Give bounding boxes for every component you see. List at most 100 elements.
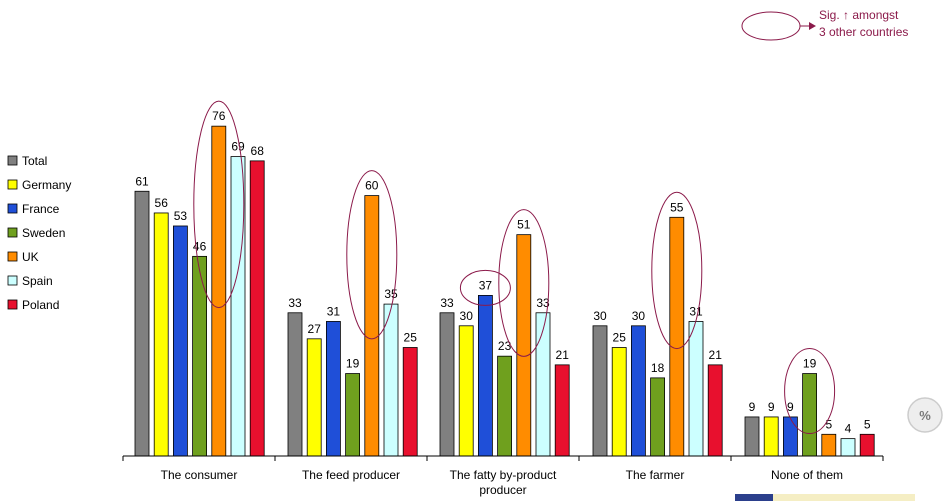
logo-mark [735,494,773,501]
bar-the-consumer-france [172,225,188,457]
data-label-the-farmer-france: 30 [632,309,646,323]
data-label-the-feed-producer-france: 31 [327,304,341,318]
bar-the-consumer-uk [211,125,227,457]
data-label-the-fatty-by-product-producer-sweden: 23 [498,339,512,353]
data-label-the-farmer-germany: 25 [613,331,627,345]
data-label-the-feed-producer-total: 33 [288,296,302,310]
bar-the-feed-producer-uk [364,195,380,457]
bar-none-of-them-germany [763,416,779,457]
data-label-the-farmer-sweden: 18 [651,361,665,375]
bar-none-of-them-france [783,416,798,457]
category-label-none-of-them: None of them [771,468,843,482]
sig-ellipse-the-consumer-uk [193,100,245,309]
bar-none-of-them-spain [840,438,856,457]
key-arrow-head [809,22,816,30]
data-label-the-feed-producer-poland: 25 [404,331,418,345]
legend-swatch-germany [7,179,18,190]
data-label-none-of-them-france: 9 [787,400,794,414]
bar-the-feed-producer-germany [306,338,322,457]
logo-strip [735,494,915,501]
percent-badge-circle [907,397,943,433]
bar-the-farmer-spain [688,321,704,457]
key-line-2: 3 other countries [819,25,908,39]
data-label-the-consumer-france: 53 [174,209,188,223]
bar-the-fatty-by-product-producer-spain [535,312,551,457]
key-line-1: Sig. ↑ amongst [819,8,899,22]
bars-layer [134,125,875,457]
legend-swatch-poland [7,299,18,310]
bar-the-consumer-total [134,190,150,457]
data-label-the-fatty-by-product-producer-uk: 51 [517,218,531,232]
bar-the-fatty-by-product-producer-sweden [497,355,513,457]
bar-none-of-them-sweden [802,373,817,457]
sig-ellipse-the-fatty-by-product-producer-uk [498,209,550,357]
sig-ellipse-the-feed-producer-uk [346,170,398,340]
data-label-none-of-them-sweden: 19 [803,357,817,371]
bar-the-fatty-by-product-producer-uk [516,234,532,457]
category-label-the-farmer: The farmer [626,468,685,482]
legend-swatch-uk [7,251,18,262]
bar-the-feed-producer-sweden [345,373,361,457]
bar-none-of-them-total [744,416,760,457]
highlight-ellipses-layer [193,100,836,435]
data-label-the-farmer-total: 30 [593,309,607,323]
bar-none-of-them-poland [859,433,875,457]
bar-the-consumer-sweden [192,255,208,457]
percent-badge-label: % [919,408,931,423]
bar-the-farmer-uk [669,216,685,457]
legend-swatch-total [7,155,18,166]
percent-badge: % [907,397,943,433]
legend-label-germany: Germany [22,178,71,192]
legend-swatch-spain [7,275,18,286]
data-label-the-fatty-by-product-producer-total: 33 [440,296,454,310]
legend-swatch-france [7,203,18,214]
bar-the-fatty-by-product-producer-poland [554,364,570,457]
category-label-the-fatty-by-product-producer: The fatty by-product [450,468,557,482]
legend-label-spain: Spain [22,274,53,288]
category-label-the-consumer: The consumer [161,468,238,482]
data-label-the-farmer-spain: 31 [689,304,703,318]
bar-the-farmer-germany [611,347,627,457]
key-ellipse [741,11,801,41]
data-label-none-of-them-spain: 4 [845,422,852,436]
data-label-the-feed-producer-germany: 27 [308,322,322,336]
sig-ellipse-none-of-them-sweden [784,348,836,435]
legend: Total Germany France Sweden UK Spain Poland [7,154,71,312]
data-label-the-fatty-by-product-producer-poland: 21 [556,348,570,362]
bar-the-feed-producer-poland [402,347,418,457]
category-label-the-fatty-by-product-producer-line2: producer [479,483,526,497]
logo-fragment [735,494,915,501]
data-label-the-farmer-poland: 21 [709,348,723,362]
category-label-the-feed-producer: The feed producer [302,468,400,482]
data-label-none-of-them-germany: 9 [768,400,775,414]
bar-the-fatty-by-product-producer-germany [458,325,474,457]
data-label-the-consumer-total: 61 [135,174,149,188]
bar-the-consumer-germany [153,212,169,457]
bar-the-consumer-spain [230,156,246,457]
data-label-the-feed-producer-sweden: 19 [346,357,360,371]
legend-label-poland: Poland [22,298,59,312]
x-axis-ticks [122,456,884,461]
data-label-the-farmer-uk: 55 [670,200,684,214]
legend-label-uk: UK [22,250,39,264]
legend-swatch-sweden [7,227,18,238]
data-label-the-consumer-germany: 56 [155,196,169,210]
data-label-none-of-them-total: 9 [749,400,756,414]
data-label-the-consumer-spain: 69 [231,140,245,154]
data-label-the-feed-producer-uk: 60 [365,179,379,193]
bar-none-of-them-uk [821,433,837,457]
significance-key: Sig. ↑ amongst 3 other countries [741,8,908,41]
data-label-the-fatty-by-product-producer-spain: 33 [536,296,550,310]
data-label-the-fatty-by-product-producer-france: 37 [479,278,493,292]
legend-label-total: Total [22,154,47,168]
data-label-the-fatty-by-product-producer-germany: 30 [460,309,474,323]
data-label-the-consumer-uk: 76 [212,109,226,123]
sig-ellipse-the-farmer-uk [651,191,703,350]
data-label-the-feed-producer-spain: 35 [384,287,398,301]
sig-ellipse-the-fatty-by-product-producer-france [459,269,511,306]
bar-the-feed-producer-total [287,312,303,457]
data-label-the-consumer-poland: 68 [251,144,265,158]
bar-the-feed-producer-france [325,321,341,457]
bar-the-farmer-total [592,325,608,457]
